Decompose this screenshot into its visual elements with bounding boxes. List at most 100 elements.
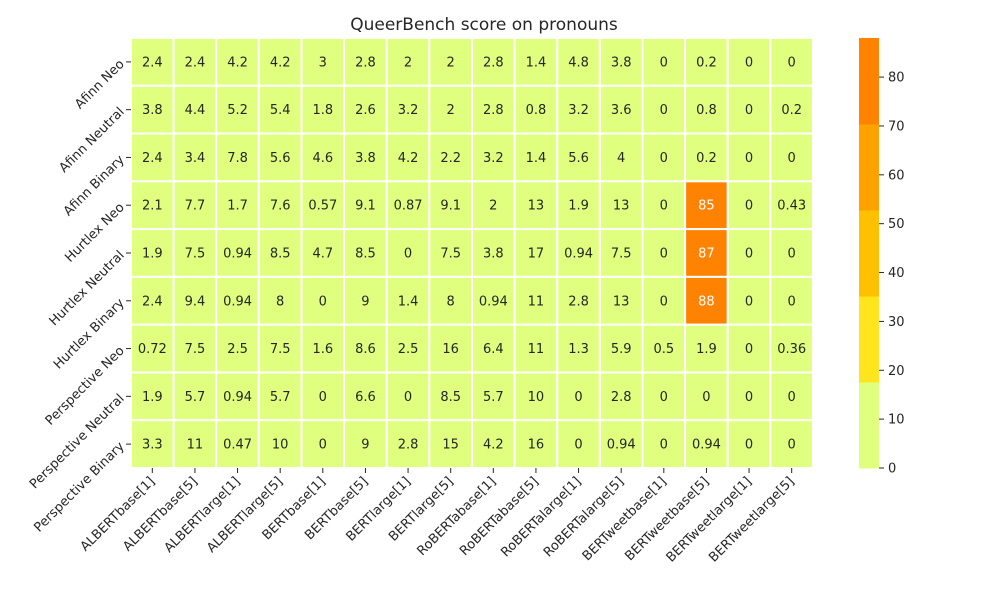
cell-value-label: 2.8	[355, 55, 376, 70]
cell-value-label: 17	[528, 247, 545, 262]
cell-value-label: 7.8	[227, 151, 248, 166]
cell-value-label: 3.2	[398, 103, 419, 118]
cell-value-label: 2.5	[398, 342, 419, 357]
x-tick-label: RoBERTalarge[5]	[541, 474, 627, 560]
cell-value-label: 0	[660, 390, 668, 405]
cell-value-label: 2	[447, 55, 455, 70]
cell-value-label: 2.8	[568, 294, 589, 309]
cell-value-label: 1.6	[312, 342, 333, 357]
heatmap-cell	[556, 180, 601, 231]
x-tick-labels: ALBERTbase[1]ALBERTbase[5]ALBERTlarge[1]…	[78, 468, 798, 566]
cell-value-label: 87	[698, 247, 715, 262]
cell-value-label: 0	[745, 294, 753, 309]
heatmap-cell	[300, 275, 346, 326]
heatmap-cell	[385, 180, 431, 231]
x-tick-label: RoBERTalarge[1]	[498, 474, 584, 560]
heatmap-cell	[769, 371, 814, 422]
heatmap-cell	[726, 228, 772, 278]
heatmap-cell	[428, 323, 473, 374]
x-tick-label: RoBERTabase[5]	[457, 474, 542, 559]
cell-value-label: 0	[702, 390, 710, 405]
cell-value-label: 7.5	[440, 247, 461, 262]
y-tick-label: Afinn Neo	[72, 57, 127, 112]
cell-value-label: 4.4	[185, 103, 206, 118]
colorbar-tick-label: 0	[888, 462, 896, 477]
y-tick-label: Perspective Neutral	[27, 391, 128, 492]
cell-value-label: 4.2	[398, 151, 419, 166]
cell-value-label: 1.4	[398, 294, 419, 309]
heatmap-cell	[215, 180, 260, 231]
cell-value-label: 3.6	[611, 103, 632, 118]
cell-value-label: 4.2	[483, 438, 504, 453]
cell-value-label: 4.7	[312, 247, 333, 262]
heatmap-cell	[556, 275, 601, 326]
cell-value-label: 2.1	[142, 199, 163, 214]
cell-value-label: 2.5	[227, 342, 248, 357]
cell-value-label: 8.5	[270, 247, 291, 262]
cell-value-label: 0.57	[308, 199, 337, 214]
cell-value-label: 0.94	[607, 438, 636, 453]
chart-title: QueerBench score on pronouns	[350, 15, 618, 35]
colorbar-tick-label: 70	[888, 119, 905, 134]
cell-value-label: 0	[660, 55, 668, 70]
cell-value-label: 0.2	[781, 103, 802, 118]
cell-value-label: 0	[788, 55, 796, 70]
x-tick-label: BERTweetlarge[5]	[706, 474, 797, 565]
cell-value-label: 0.2	[696, 55, 717, 70]
heatmap-cell	[172, 275, 218, 326]
cell-value-label: 1.7	[227, 199, 248, 214]
cell-value-label: 0	[319, 294, 327, 309]
heatmap-cell	[684, 228, 729, 278]
cell-value-label: 4.2	[227, 55, 248, 70]
cell-value-label: 5.9	[611, 342, 632, 357]
cell-value-label: 0.8	[696, 103, 717, 118]
cell-value-label: 1.9	[568, 199, 589, 214]
colorbar-band	[859, 210, 879, 297]
heatmap-cell	[343, 419, 388, 470]
cell-value-label: 9	[361, 438, 369, 453]
cell-value-label: 4.6	[312, 151, 333, 166]
cell-value-label: 5.4	[270, 103, 291, 118]
cell-value-label: 1.4	[526, 55, 547, 70]
heatmap-cell	[556, 228, 601, 278]
cell-value-label: 8	[447, 294, 455, 309]
cell-value-label: 2.2	[440, 151, 461, 166]
cell-value-label: 2.4	[142, 55, 163, 70]
heatmap-cell	[172, 180, 218, 231]
heatmap-cell	[428, 371, 473, 422]
cell-value-label: 9.4	[185, 294, 206, 309]
colorbar-band	[859, 296, 879, 383]
heatmap-cell	[641, 228, 687, 278]
cell-value-label: 13	[613, 294, 630, 309]
cell-value-label: 0.5	[653, 342, 674, 357]
cell-value-label: 5.7	[270, 390, 291, 405]
colorbar-band	[859, 38, 879, 125]
cell-value-label: 0.43	[777, 199, 806, 214]
cell-value-label: 9.1	[355, 199, 376, 214]
cell-value-label: 2	[447, 103, 455, 118]
heatmap-cell	[641, 132, 687, 183]
cell-value-label: 13	[528, 199, 545, 214]
heatmap-cell	[257, 419, 303, 470]
cell-value-label: 4.8	[568, 55, 589, 70]
cell-value-label: 0	[574, 438, 582, 453]
cell-value-label: 2.4	[142, 151, 163, 166]
cell-value-label: 8	[276, 294, 284, 309]
cell-value-label: 1.8	[312, 103, 333, 118]
cell-value-label: 2.4	[185, 55, 206, 70]
heatmap-cell	[598, 37, 644, 87]
cell-value-label: 8.5	[355, 247, 376, 262]
cell-value-label: 0.94	[223, 247, 252, 262]
cell-value-label: 1.9	[142, 390, 163, 405]
heatmap-cell	[300, 132, 346, 183]
colorbar-tick-label: 40	[888, 266, 905, 281]
cell-value-label: 0.2	[696, 151, 717, 166]
cell-value-label: 11	[528, 294, 545, 309]
heatmap-cell	[428, 180, 473, 231]
heatmap-cell	[257, 228, 303, 278]
cell-value-label: 0.8	[526, 103, 547, 118]
cell-value-label: 0.87	[394, 199, 423, 214]
heatmap-cell	[684, 323, 729, 374]
